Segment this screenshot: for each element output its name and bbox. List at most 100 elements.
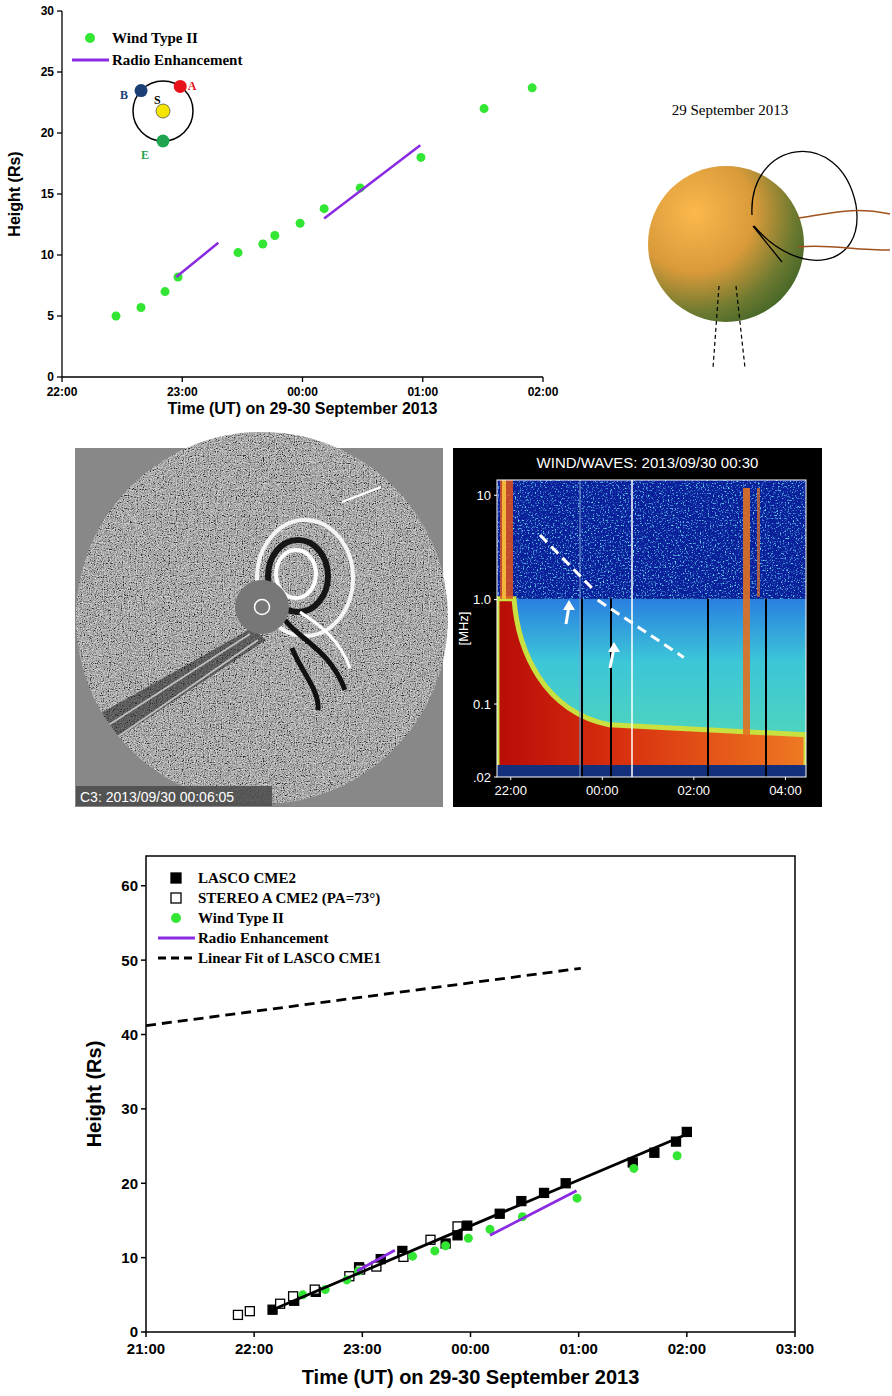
plot-area <box>146 968 691 1319</box>
legend-swatch <box>158 957 195 960</box>
y-tick-label: 40 <box>121 1026 138 1043</box>
panel-background <box>453 448 822 807</box>
x-tick <box>182 377 183 382</box>
data-gap <box>765 599 767 777</box>
marker-line <box>580 480 581 777</box>
data-gap <box>581 599 583 777</box>
legend-label: Wind Type II <box>198 910 284 926</box>
spacecraft-label: A <box>188 79 197 93</box>
low-frequency-emission <box>497 599 806 777</box>
x-tick <box>470 1332 472 1337</box>
field-of-view <box>75 430 450 810</box>
y-tick <box>141 959 146 961</box>
y-tick-label: 0.1 <box>473 697 491 712</box>
arrow-head <box>563 600 575 610</box>
x-tick <box>602 777 603 780</box>
x-tick-label: 01:00 <box>407 385 438 399</box>
data-point <box>573 1194 582 1203</box>
data-gap <box>707 599 709 777</box>
x-tick-label: 04:00 <box>769 783 802 798</box>
x-axis-title: Time (UT) on 29-30 September 2013 <box>302 1366 640 1388</box>
time-marker <box>631 480 633 777</box>
legend-entry: Wind Type II <box>171 910 284 926</box>
data-point <box>441 1241 450 1250</box>
figure: 22:0023:0000:0001:0002:00051015202530Tim… <box>0 0 892 1396</box>
x-tick <box>253 1332 255 1337</box>
y-tick <box>141 1034 146 1036</box>
spacecraft-dot <box>174 80 187 93</box>
type-iii-burst <box>757 488 760 597</box>
y-tick <box>57 376 62 377</box>
y-tick-label: 15 <box>41 187 55 201</box>
bottom-chart: 21:0022:0023:0000:0001:0002:0003:0001020… <box>83 856 814 1388</box>
legend-label: LASCO CME2 <box>198 870 296 886</box>
x-tick <box>362 1332 364 1337</box>
data-point <box>234 248 243 257</box>
sun-label: S <box>154 93 161 107</box>
y-tick <box>141 1183 146 1185</box>
y-tick <box>494 495 497 496</box>
data-point <box>245 1307 254 1316</box>
x-tick-label: 00:00 <box>287 385 318 399</box>
legend-label: Wind Type II <box>112 30 198 46</box>
x-tick-label: 21:00 <box>127 1340 165 1357</box>
x-tick <box>302 377 303 382</box>
y-tick-label: 50 <box>121 952 138 969</box>
sun-sphere <box>648 166 804 322</box>
dashed-line <box>713 286 719 368</box>
occulter <box>235 580 289 634</box>
legend-swatch <box>171 893 181 903</box>
legend-swatch <box>158 937 195 940</box>
y-axis-title: [MHz] <box>456 612 471 646</box>
plot-area <box>111 83 536 320</box>
y-tick <box>141 1257 146 1259</box>
series-line <box>146 968 581 1025</box>
y-tick-label: 1.0 <box>473 592 491 607</box>
pylon-streak <box>104 634 258 738</box>
x-tick <box>785 777 786 780</box>
y-tick <box>141 885 146 887</box>
image-caption: C3: 2013/09/30 00:06:05 <box>80 789 234 805</box>
legend-label: Radio Enhancement <box>198 930 328 946</box>
plot-frame <box>146 856 795 1332</box>
sun-outline <box>255 600 270 615</box>
star-streak <box>342 487 381 502</box>
y-tick-label: 0 <box>47 370 54 384</box>
type-iii-burst <box>502 480 506 599</box>
spacecraft-label: B <box>120 88 128 102</box>
data-point <box>430 1246 439 1255</box>
legend-swatch <box>171 873 181 883</box>
series-line <box>176 145 420 277</box>
arrow-head <box>608 642 620 652</box>
spacecraft-dot <box>135 84 148 97</box>
low-band <box>497 599 806 777</box>
caption-background <box>76 786 272 806</box>
data-point <box>416 153 425 162</box>
legend-entry: STEREO A CME2 (PA=73°) <box>171 890 380 907</box>
data-point <box>161 287 170 296</box>
cme-dark-streak <box>285 620 345 710</box>
pylon <box>96 628 266 742</box>
x-tick <box>693 777 694 780</box>
x-tick-label: 23:00 <box>167 385 198 399</box>
x-tick <box>61 377 62 382</box>
legend-entry: Radio Enhancement <box>158 930 328 946</box>
x-tick-label: 00:00 <box>586 783 619 798</box>
series-line <box>540 535 684 657</box>
field-line <box>798 246 890 250</box>
x-axis-title: Time (UT) on 29-30 September 2013 <box>167 400 437 417</box>
plot-frame <box>497 480 806 777</box>
legend: LASCO CME2 STEREO A CME2 (PA=73°) Wind Typ… <box>158 870 381 966</box>
sun-sketch: 29 September 2013 <box>648 102 890 368</box>
legend-swatch <box>85 33 95 43</box>
cme-bright-streak <box>300 612 350 668</box>
x-tick-label: 03:00 <box>776 1340 814 1357</box>
bottom-strip <box>497 765 806 777</box>
x-tick-label: 01:00 <box>559 1340 597 1357</box>
spacecraft-label: E <box>141 148 149 162</box>
loop-line <box>753 226 782 262</box>
y-tick <box>141 1331 146 1333</box>
x-tick-label: 02:00 <box>528 385 559 399</box>
data-point <box>480 104 489 113</box>
legend-swatch <box>72 59 109 62</box>
